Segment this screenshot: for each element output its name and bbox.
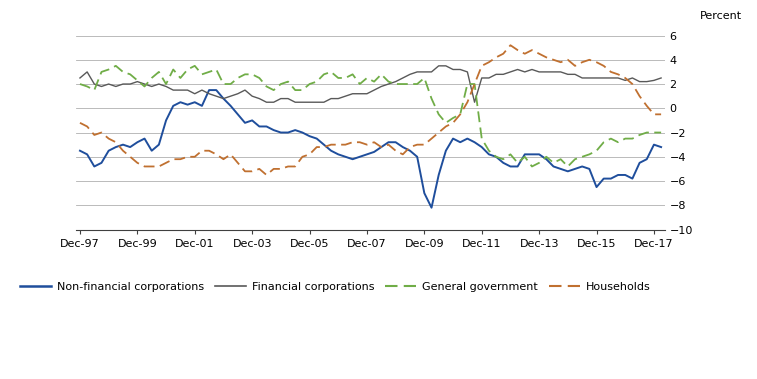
Legend: Non-financial corporations, Financial corporations, General government, Househol: Non-financial corporations, Financial co… (16, 277, 655, 296)
Y-axis label: Percent: Percent (700, 11, 742, 21)
